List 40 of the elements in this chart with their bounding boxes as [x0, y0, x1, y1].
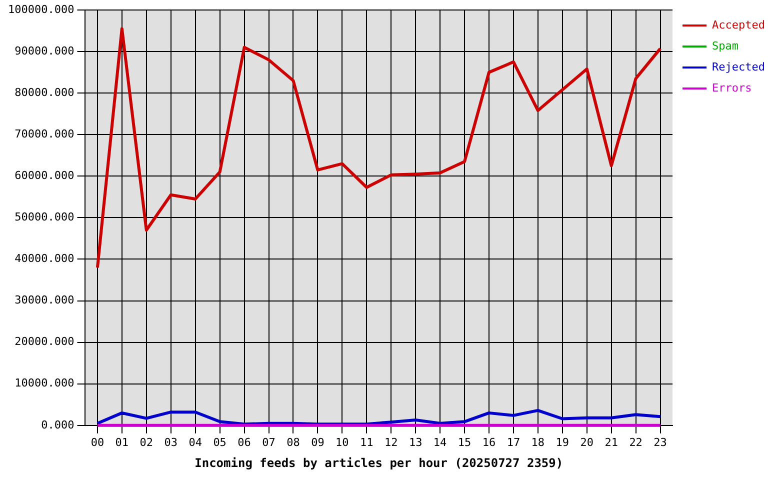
x-tick-label: 03: [164, 436, 178, 449]
x-tick-label: 11: [360, 436, 374, 449]
legend-label: Accepted: [712, 18, 766, 32]
x-tick-label: 16: [482, 436, 496, 449]
y-tick-label: 70000.000: [14, 127, 74, 140]
y-tick-label: 0.000: [41, 418, 74, 432]
y-tick-label: 50000.000: [14, 210, 74, 224]
x-tick-label: 17: [506, 436, 520, 449]
x-tick-label: 19: [556, 436, 570, 449]
x-tick-label: 12: [384, 436, 398, 449]
y-tick-label: 10000.000: [14, 376, 74, 390]
x-tick-label: 09: [311, 436, 324, 449]
x-tick-label: 02: [140, 436, 154, 449]
x-tick-label: 06: [238, 436, 251, 449]
y-tick-label: 20000.000: [14, 335, 74, 348]
x-tick-label: 10: [336, 436, 349, 449]
y-tick-label: 60000.000: [14, 169, 74, 182]
x-tick-label: 21: [604, 436, 618, 449]
x-tick-label: 05: [213, 436, 226, 449]
x-tick-label: 18: [531, 436, 545, 449]
x-tick-label: 13: [408, 436, 422, 449]
x-axis-title: Incoming feeds by articles per hour (20250727 2359): [194, 456, 564, 470]
y-tick-label: 100000.000: [8, 2, 74, 16]
y-tick-label: 30000.000: [14, 294, 74, 307]
legend-label: Spam: [712, 39, 739, 52]
legend-label: Errors: [712, 81, 752, 94]
y-tick-label: 90000.000: [14, 44, 74, 58]
legend-label: Rejected: [712, 60, 766, 74]
x-tick-label: 23: [654, 436, 667, 449]
x-tick-label: 20: [580, 436, 594, 449]
y-tick-label: 40000.000: [14, 252, 74, 266]
x-tick-label: 07: [262, 436, 276, 449]
x-tick-label: 04: [188, 436, 202, 449]
x-tick-label: 15: [458, 436, 472, 449]
x-tick-label: 22: [629, 436, 642, 449]
x-tick-label: 01: [115, 436, 129, 449]
x-tick-label: 08: [286, 436, 300, 449]
x-tick-label: 14: [433, 436, 448, 449]
y-tick-label: 80000.000: [14, 86, 74, 99]
x-tick-label: 00: [90, 436, 104, 449]
